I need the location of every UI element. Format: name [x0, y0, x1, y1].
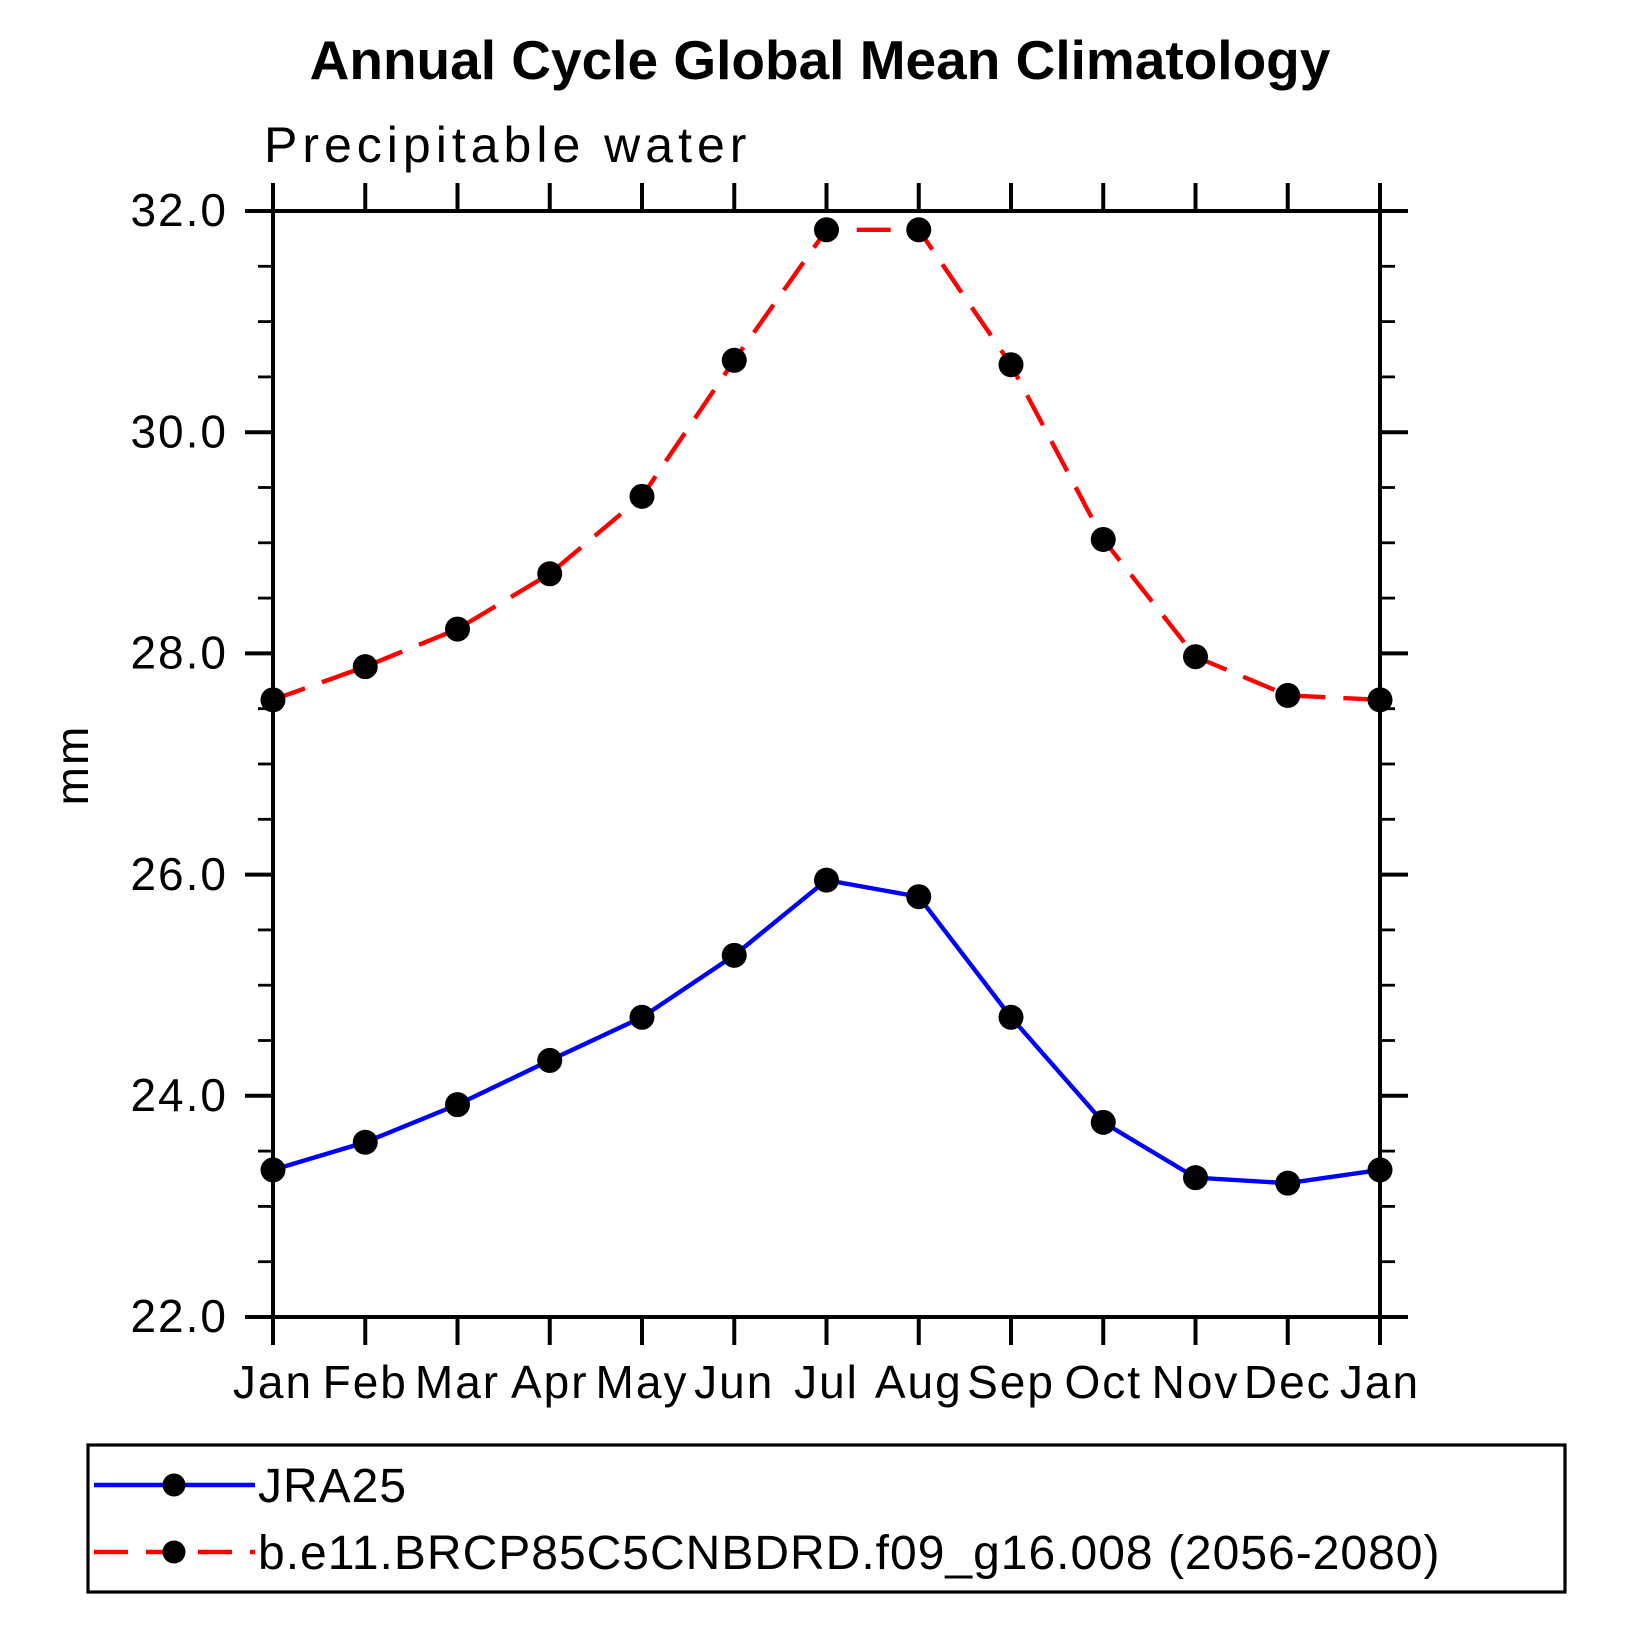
- data-point-marker: [260, 1157, 286, 1183]
- data-point-marker: [721, 942, 747, 968]
- data-point-marker: [998, 1004, 1024, 1030]
- series-line-1: [272, 227, 1381, 703]
- x-tick-label: Feb: [323, 1356, 408, 1408]
- legend-label-0: JRA25: [258, 1460, 407, 1513]
- y-tick-label: 26.0: [130, 848, 228, 900]
- x-tick-label: Dec: [1244, 1356, 1332, 1408]
- data-point-marker: [537, 561, 563, 587]
- x-tick-label: Aug: [875, 1356, 963, 1408]
- data-point-marker: [1183, 1165, 1208, 1191]
- data-point-marker: [1090, 1109, 1116, 1135]
- data-point-marker: [1275, 1170, 1301, 1196]
- y-axis-label: mm: [46, 725, 98, 806]
- plot-frame: [271, 209, 1382, 1319]
- x-tick-label: Jun: [694, 1356, 774, 1408]
- data-point-marker: [814, 867, 839, 893]
- data-point-marker: [352, 654, 378, 680]
- x-tick-label: Mar: [415, 1356, 500, 1408]
- y-tick-label: 28.0: [130, 627, 228, 679]
- data-point-marker: [1367, 1157, 1393, 1183]
- legend-marker-sample: [162, 1540, 186, 1564]
- x-tick-label: Jan: [233, 1356, 313, 1408]
- series-line-0: [272, 877, 1381, 1186]
- y-tick-label: 22.0: [130, 1290, 228, 1342]
- data-point-marker: [629, 1004, 655, 1030]
- x-tick-label: Oct: [1064, 1356, 1142, 1408]
- legend-frame: [86, 1443, 1567, 1594]
- y-tick-labels: 22.0 24.0 26.0 28.0 30.0 32.0: [130, 184, 228, 1342]
- data-point-marker: [445, 1092, 470, 1118]
- data-point-marker: [352, 1129, 378, 1155]
- y-tick-label: 32.0: [130, 184, 228, 236]
- y-tick-label: 24.0: [130, 1069, 228, 1121]
- data-point-marker: [445, 616, 470, 642]
- legend-box: JRA25 b.e11.BRCP85C5CNBDRD.f09_g16.008 (2…: [86, 1443, 1567, 1594]
- data-point-marker: [906, 884, 932, 910]
- data-point-marker: [721, 347, 747, 373]
- y-tick-label: 30.0: [130, 405, 228, 457]
- data-point-marker: [1183, 644, 1208, 670]
- data-point-marker: [537, 1047, 563, 1073]
- data-point-marker: [906, 217, 932, 243]
- legend-marker-sample: [162, 1473, 186, 1497]
- x-tick-label: Apr: [511, 1356, 589, 1408]
- legend-label-1: b.e11.BRCP85C5CNBDRD.f09_g16.008 (2056-2…: [258, 1527, 1440, 1580]
- data-point-marker: [629, 483, 655, 509]
- data-point-marker: [998, 352, 1024, 378]
- x-tick-label: Jan: [1340, 1356, 1420, 1408]
- x-tick-label: Jul: [794, 1356, 859, 1408]
- x-tick-label: Nov: [1152, 1356, 1240, 1408]
- x-tick-labels: Jan Feb Mar Apr May Jun Jul Aug Sep Oct Nov Dec Jan: [233, 1356, 1420, 1408]
- chart-title: Annual Cycle Global Mean Climatology: [310, 29, 1331, 91]
- axes-frame-and-ticks: [245, 183, 1408, 1345]
- series-lines: [272, 227, 1381, 1186]
- series-markers: [260, 217, 1393, 1196]
- x-tick-label: Sep: [967, 1356, 1055, 1408]
- data-point-marker: [814, 217, 839, 243]
- data-point-marker: [260, 687, 286, 713]
- chart-subtitle: Precipitable water: [264, 117, 751, 173]
- data-point-marker: [1090, 526, 1116, 552]
- data-point-marker: [1275, 682, 1301, 708]
- x-tick-label: May: [596, 1356, 689, 1408]
- data-point-marker: [1367, 687, 1393, 713]
